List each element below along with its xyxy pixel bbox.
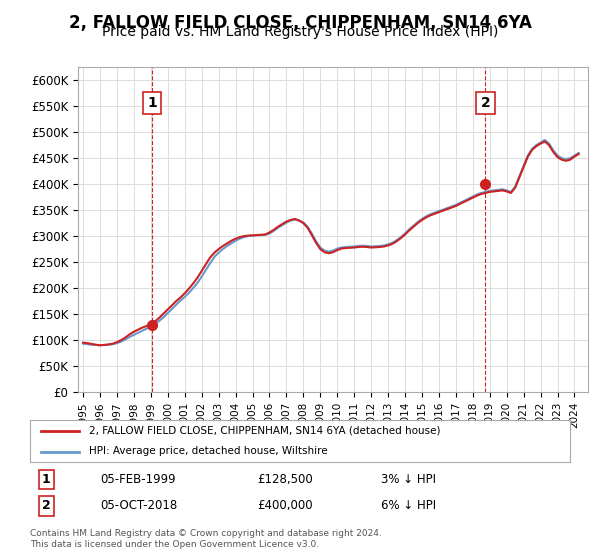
Text: 1: 1 — [148, 96, 157, 110]
Text: 2, FALLOW FIELD CLOSE, CHIPPENHAM, SN14 6YA (detached house): 2, FALLOW FIELD CLOSE, CHIPPENHAM, SN14 … — [89, 426, 441, 436]
Text: 2: 2 — [481, 96, 490, 110]
Text: 05-FEB-1999: 05-FEB-1999 — [100, 473, 176, 486]
Text: 3% ↓ HPI: 3% ↓ HPI — [381, 473, 436, 486]
Text: £400,000: £400,000 — [257, 500, 313, 512]
Text: 1: 1 — [42, 473, 50, 486]
Text: Price paid vs. HM Land Registry's House Price Index (HPI): Price paid vs. HM Land Registry's House … — [102, 25, 498, 39]
Text: 6% ↓ HPI: 6% ↓ HPI — [381, 500, 436, 512]
Text: 05-OCT-2018: 05-OCT-2018 — [100, 500, 178, 512]
Text: 2, FALLOW FIELD CLOSE, CHIPPENHAM, SN14 6YA: 2, FALLOW FIELD CLOSE, CHIPPENHAM, SN14 … — [68, 14, 532, 32]
Text: HPI: Average price, detached house, Wiltshire: HPI: Average price, detached house, Wilt… — [89, 446, 328, 456]
Text: Contains HM Land Registry data © Crown copyright and database right 2024.
This d: Contains HM Land Registry data © Crown c… — [30, 529, 382, 549]
Text: 2: 2 — [42, 500, 50, 512]
Text: £128,500: £128,500 — [257, 473, 313, 486]
